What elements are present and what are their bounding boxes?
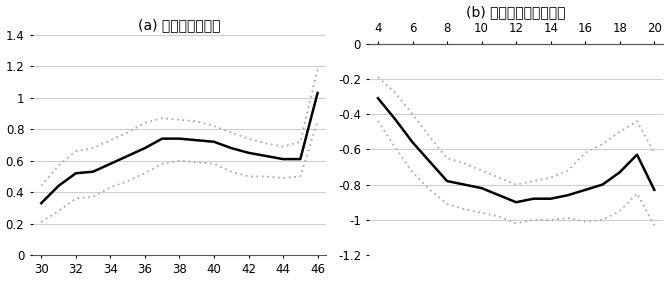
Title: (b) 従業員平均勤続年数: (b) 従業員平均勤続年数 — [466, 6, 566, 20]
Title: (a) 従業員平均年齢: (a) 従業員平均年齢 — [138, 18, 221, 32]
